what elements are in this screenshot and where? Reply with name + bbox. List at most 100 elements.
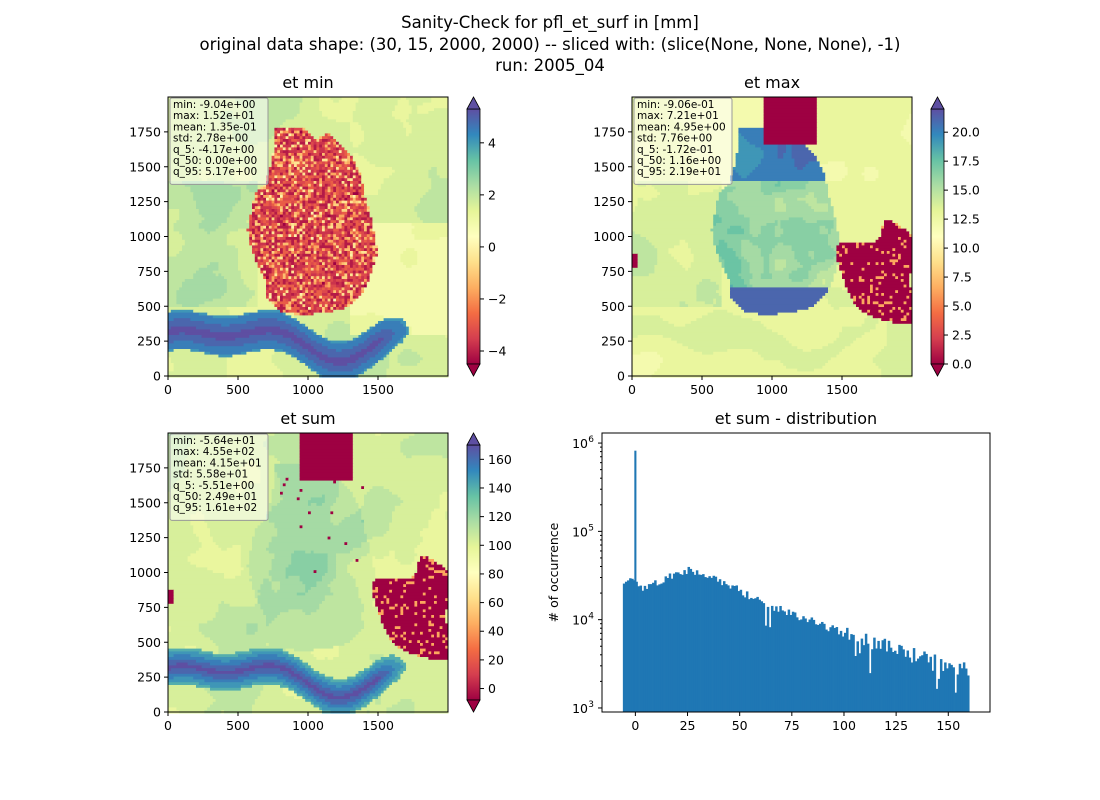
histogram-bar (683, 570, 686, 712)
heatmap-image-3 (168, 433, 449, 714)
histogram-y-tick-exponent: 4 (588, 612, 594, 622)
histogram-bar (743, 597, 747, 712)
histogram-bars (622, 450, 970, 712)
histogram-bar (783, 611, 786, 712)
histogram-bar (631, 578, 634, 712)
histogram-bar (958, 663, 962, 712)
histogram-bar (806, 622, 809, 712)
histogram-bar (871, 649, 874, 712)
x-tick-label: 500 (690, 382, 714, 397)
histogram-bar (787, 609, 791, 712)
colorbar (930, 108, 945, 365)
histogram-bar (800, 619, 803, 712)
histogram-bar (693, 574, 697, 712)
histogram-bar (733, 585, 736, 712)
histogram-bar (804, 618, 807, 712)
histogram-bar (931, 670, 935, 712)
y-tick-label: 1750 (129, 124, 161, 139)
figure-title-line-3: run: 2005_04 (495, 56, 605, 75)
colorbar-tick-label: 160 (488, 452, 512, 467)
histogram-bar (658, 584, 661, 712)
x-tick-label: 0 (164, 718, 172, 733)
histogram-x-tick-label: 150 (936, 718, 960, 733)
histogram-bar (654, 580, 657, 712)
histogram-bar (937, 678, 941, 712)
histogram-bar (850, 634, 853, 712)
stats-line: mean: 1.35e-01 (173, 121, 257, 133)
histogram-y-tick-exponent: 5 (588, 523, 594, 533)
histogram-bar (812, 619, 816, 712)
x-tick-label: 1000 (292, 718, 324, 733)
histogram-bar (900, 645, 903, 712)
histogram-bar (919, 656, 922, 712)
x-tick-label: 1500 (362, 718, 394, 733)
y-tick-label: 1000 (593, 229, 625, 244)
histogram-bar (877, 640, 880, 712)
colorbar (466, 108, 481, 365)
colorbar-tick-label: 120 (488, 509, 512, 524)
stats-line: q_50: 2.49e+01 (173, 491, 257, 503)
histogram-x-tick-label: 100 (832, 718, 856, 733)
histogram-bar (741, 595, 745, 712)
y-tick-label: 250 (601, 334, 625, 349)
colorbar-extend-min (466, 699, 481, 713)
histogram-bar (679, 574, 682, 712)
histogram-bar (952, 667, 955, 712)
y-tick-label: 500 (601, 299, 625, 314)
stats-line: q_50: 1.16e+00 (637, 155, 721, 167)
histogram-bar (843, 632, 847, 712)
y-tick-label: 1500 (129, 495, 161, 510)
histogram-bar (902, 649, 905, 712)
panel-title: et sum (280, 409, 335, 428)
colorbar-extend-max (466, 96, 481, 110)
histogram-bar (948, 663, 951, 712)
histogram-frame (601, 432, 991, 713)
figure-title-line-2: original data shape: (30, 15, 2000, 2000… (199, 35, 901, 54)
colorbar-extend-max (466, 432, 481, 446)
histogram-bar (896, 653, 899, 712)
histogram-bar (754, 598, 757, 712)
histogram-bar (622, 583, 626, 712)
histogram-bar (756, 596, 759, 712)
heatmap-image-1 (168, 97, 449, 378)
stats-box (169, 433, 269, 521)
histogram-bar (766, 606, 770, 712)
histogram-bar (647, 584, 651, 712)
histogram-bar (829, 627, 832, 712)
histogram-bar (714, 576, 718, 712)
histogram-bar (916, 658, 920, 712)
histogram-bar (879, 648, 882, 712)
y-tick-label: 750 (137, 600, 161, 615)
histogram-bar (904, 656, 907, 712)
colorbar-tick-label: 10.0 (952, 241, 980, 256)
histogram-x-tick-label: 125 (884, 718, 908, 733)
histogram-bar (939, 659, 943, 712)
histogram-y-tick-label: 10 (572, 524, 588, 539)
histogram-title: et sum - distribution (715, 409, 877, 428)
panel-title: et max (744, 73, 800, 92)
y-tick-label: 1000 (129, 229, 161, 244)
histogram-bar (883, 638, 887, 712)
histogram-bar (935, 688, 939, 712)
histogram-bar (668, 573, 672, 712)
histogram-bar (666, 578, 670, 712)
x-tick-label: 0 (164, 382, 172, 397)
histogram-bar (956, 674, 960, 712)
histogram-bar (649, 584, 653, 712)
histogram-y-tick-exponent: 6 (588, 435, 594, 445)
colorbar-tick-label: 2 (488, 187, 496, 202)
histogram-bar (839, 630, 843, 712)
stats-line: mean: 4.95e+00 (637, 121, 726, 133)
stats-line: min: -9.04e+00 (173, 99, 255, 111)
histogram-bar (852, 634, 855, 712)
histogram-bar (798, 620, 801, 712)
histogram-bar (875, 648, 878, 712)
histogram-bar (833, 627, 837, 712)
stats-line: std: 7.76e+00 (637, 133, 712, 145)
colorbar-tick-label: 15.0 (952, 183, 980, 198)
histogram-bar (816, 624, 820, 712)
colorbar-tick-label: 20 (488, 652, 504, 667)
histogram-bar (700, 574, 703, 712)
histogram-bar (752, 598, 755, 712)
